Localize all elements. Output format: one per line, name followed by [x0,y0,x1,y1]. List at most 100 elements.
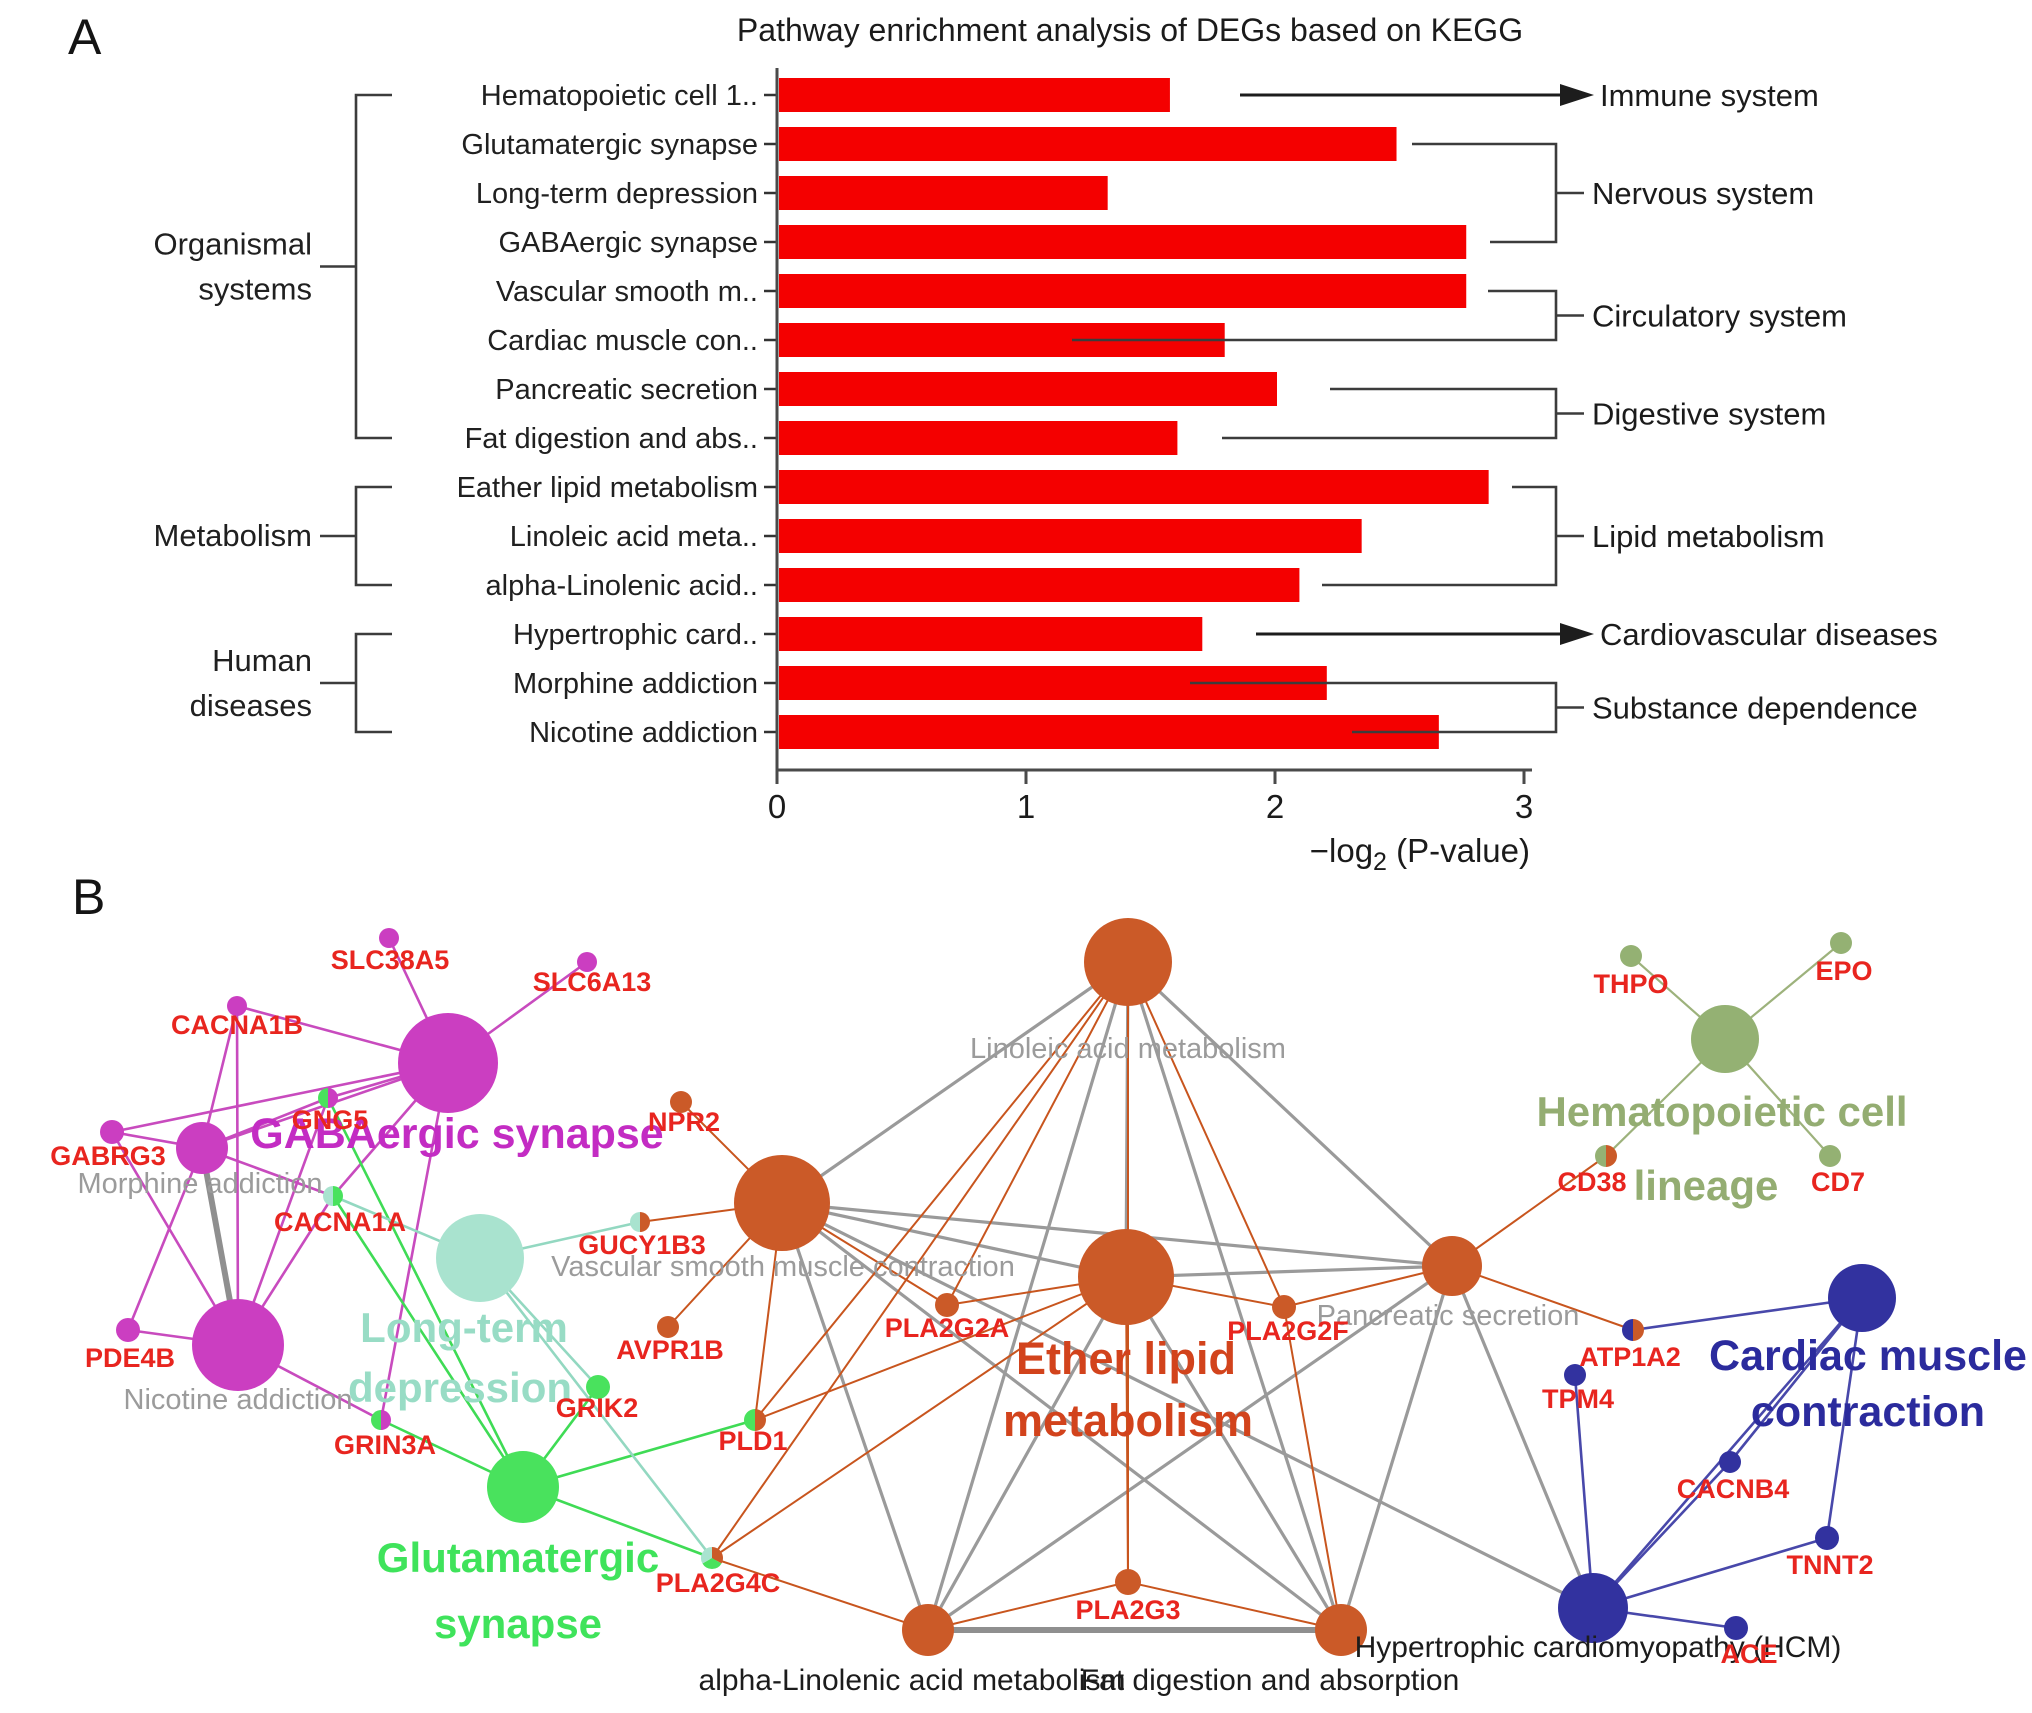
edge-gluta-cacna1a [331,1194,525,1489]
edge-ether-vascular [780,1201,1128,1279]
x-tick-label: 2 [1266,788,1284,825]
gene-label-EPO: EPO [1815,956,1872,986]
node-pancreatic [1422,1236,1482,1296]
annotation-label: Lipid metabolism [1592,519,1825,554]
pathway-label: Cardiac muscle [1709,1332,2027,1380]
pathway-label: depression [348,1364,572,1411]
node-gabrg3 [100,1120,124,1144]
bar-Hematopoietic cell 1.. [779,78,1170,112]
annotation-arrowhead [1560,84,1594,106]
annotation-label: Digestive system [1592,397,1826,432]
node-vascular [734,1155,830,1251]
gene-label-THPO: THPO [1593,969,1668,999]
pathway-label: Glutamatergic [377,1534,659,1581]
edge-ether-pla2g3 [1125,1276,1129,1583]
panel-a-label: A [68,9,102,65]
node-grin3a-part [381,1410,391,1430]
node-pld1-part [744,1409,755,1431]
gene-label-PLA2G2A: PLA2G2A [885,1313,1010,1343]
category-label: Pancreatic secretion [495,374,758,406]
bar-Linoleic acid meta.. [779,519,1362,553]
group-bracket [354,632,392,734]
category-label: Hypertrophic card.. [513,619,758,651]
x-tick-label: 0 [768,788,786,825]
node-thpo [1620,945,1642,967]
edge-linoleic-pld1 [754,961,1129,1421]
pathway-label: Vascular smooth muscle contraction [551,1251,1015,1283]
node-gucy1b3-part [630,1212,640,1232]
edge-pancreatic-fat [1339,1264,1454,1632]
pathway-label: Hematopoietic cell [1536,1088,1907,1135]
edge-pancreatic-cd38 [1451,1155,1607,1267]
group-bracket [354,485,392,587]
gene-label-SLC6A13: SLC6A13 [533,967,652,997]
node-cacna1a-part [333,1186,343,1206]
node-atp1a2-part [1622,1319,1633,1341]
node-cacnb4 [1719,1451,1741,1473]
node-cacna1b [227,996,247,1016]
edge-alpha-pla2g3 [927,1581,1129,1631]
gene-label-TPM4: TPM4 [1542,1384,1614,1414]
edge-hcm-tpm4 [1573,1373,1595,1610]
edge-linoleic-vascular [780,960,1130,1205]
annotation-label: Circulatory system [1592,299,1847,334]
node-npr2 [670,1091,692,1113]
gene-label-AVPR1B: AVPR1B [616,1335,724,1365]
category-label: Morphine addiction [513,668,758,700]
node-gaba [398,1013,498,1113]
pathway-label: Ether lipid [1016,1333,1236,1384]
gene-label-PLA2G2F: PLA2G2F [1227,1316,1349,1346]
node-hema [1691,1005,1759,1073]
edge-fat-pla2g3 [1127,1581,1342,1631]
node-pla2g2a [935,1293,959,1317]
node-pla2g2f [1272,1295,1296,1319]
bar-GABAergic synapse [779,225,1467,259]
edge-ether-alpha [926,1275,1128,1632]
edge-morphine-pde4b [126,1146,204,1332]
annotation-arrowhead [1560,623,1594,645]
node-tnnt2 [1815,1526,1839,1550]
edge-vascular-alpha [780,1201,930,1632]
bar-Vascular smooth m.. [779,274,1467,308]
node-grin3a-part [371,1410,381,1430]
annotation-label: Nervous system [1592,176,1814,211]
node-atp1a2-part [1633,1319,1644,1341]
node-tpm4 [1564,1364,1586,1386]
node-avpr1b [657,1316,679,1338]
edge-ether-pla2g4c [711,1276,1127,1559]
node-cardiac [1828,1264,1896,1332]
gene-label-GUCY1B3: GUCY1B3 [578,1230,706,1260]
x-tick-label: 3 [1515,788,1533,825]
bar-Pancreatic secretion [779,372,1277,406]
edge-gaba-grin3a [379,1061,450,1422]
edge-ether-pancreatic [1124,1264,1454,1279]
edge-cardiac-atp1a2 [1631,1296,1864,1332]
edge-nicotine-cacna1b [235,1004,240,1347]
pathway-label: Pancreatic secretion [1317,1300,1580,1332]
group-bracket [354,93,392,440]
node-pla2g3 [1115,1569,1141,1595]
annotation-label: Cardiovascular diseases [1600,617,1938,652]
pathway-label: Fat digestion and absorption [1081,1664,1460,1697]
node-morphine [176,1122,228,1174]
edge-cardiac-tnnt2 [1825,1296,1864,1540]
pathway-label: contraction [1751,1388,1985,1436]
edge-ether-pld1 [754,1276,1127,1421]
gene-label-ATP1A2: ATP1A2 [1579,1342,1681,1372]
edge-linoleic-alpha [926,960,1130,1632]
node-pde4b [116,1318,140,1342]
gene-label-PLA2G4C: PLA2G4C [656,1568,781,1598]
node-linoleic [1084,918,1172,1006]
gene-label-CD7: CD7 [1811,1167,1865,1197]
bar-Long-term depression [779,176,1108,210]
gene-label-GRIK2: GRIK2 [556,1393,639,1423]
node-epo [1830,932,1852,954]
gene-label-TNNT2: TNNT2 [1787,1550,1874,1580]
node-cd38-part [1606,1145,1617,1167]
gene-label-ACE: ACE [1720,1639,1777,1669]
node-alpha [902,1604,954,1656]
gene-label-PDE4B: PDE4B [85,1343,175,1373]
bar-Eather lipid metabolism [779,470,1489,504]
category-label: Long-term depression [476,178,758,210]
